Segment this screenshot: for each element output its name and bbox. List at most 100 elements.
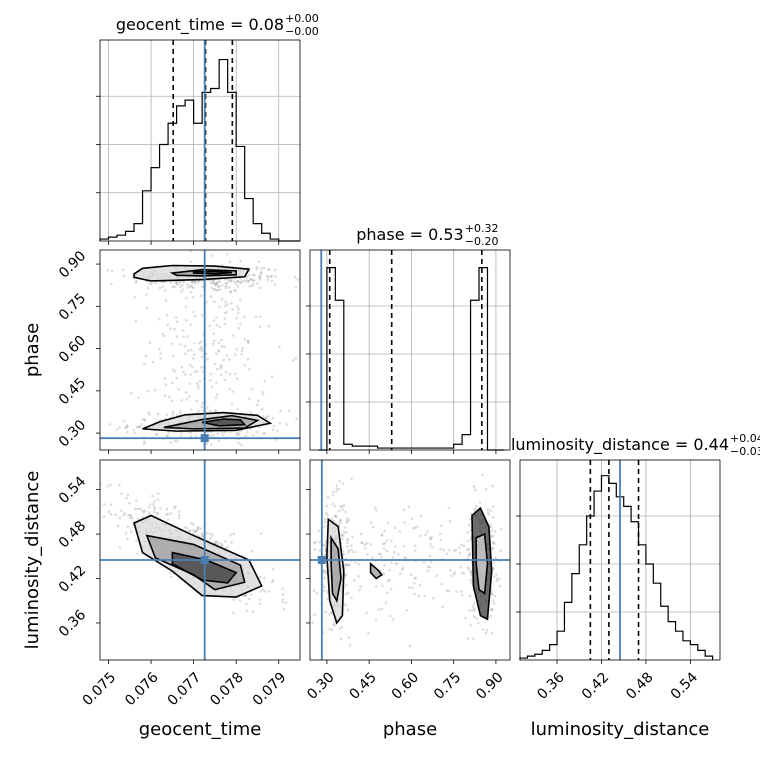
hist-panel-geocent_time: geocent_time = 0.08 +0.00−0.00 (96, 12, 319, 245)
sample-point (236, 279, 240, 283)
sample-point (271, 416, 275, 420)
sample-point (226, 252, 229, 256)
sample-point (171, 412, 175, 416)
sample-point (380, 555, 383, 559)
sample-point (246, 430, 249, 434)
sample-point (198, 379, 202, 383)
sample-point (323, 517, 327, 521)
sample-point (465, 548, 469, 552)
sample-point (236, 377, 239, 381)
sample-point (128, 501, 131, 505)
sample-point (285, 423, 288, 426)
sample-point (245, 279, 249, 282)
sample-point (229, 533, 232, 537)
sample-point (165, 507, 169, 511)
sample-point (234, 282, 237, 286)
density-contour (369, 561, 384, 580)
sample-point (191, 296, 195, 299)
sample-point (230, 280, 233, 283)
sample-point (198, 348, 202, 351)
x-tick-label: 0.60 (389, 669, 422, 702)
sample-point (183, 525, 187, 529)
sample-point (236, 285, 240, 288)
sample-point (349, 544, 353, 548)
sample-point (542, 524, 545, 527)
sample-point (179, 285, 182, 289)
sample-point (182, 335, 185, 339)
sample-point (136, 425, 140, 429)
sample-point (472, 637, 475, 640)
sample-point (472, 485, 476, 488)
sample-point (281, 587, 284, 590)
sample-point (491, 484, 494, 488)
sample-point (231, 308, 235, 311)
sample-point (419, 514, 423, 518)
sample-point (163, 394, 167, 397)
sample-point (383, 529, 386, 533)
sample-point (184, 391, 188, 394)
sample-point (462, 544, 466, 548)
sample-point (400, 568, 404, 572)
sample-point (102, 515, 106, 519)
sample-point (158, 347, 161, 351)
sample-point (386, 521, 390, 525)
sample-point (342, 553, 346, 556)
sample-point (180, 290, 183, 294)
sample-point (330, 517, 334, 520)
sample-point (366, 553, 369, 556)
sample-point (267, 267, 271, 271)
sample-point (106, 484, 109, 488)
panel-frame (519, 459, 721, 661)
sample-point (325, 504, 328, 508)
sample-point (419, 534, 422, 538)
sample-point (116, 524, 120, 528)
sample-point (149, 282, 152, 286)
sample-point (402, 544, 406, 548)
sample-point (205, 442, 208, 446)
sample-point (224, 546, 227, 550)
sample-point (472, 607, 476, 610)
sample-point (191, 286, 195, 290)
histogram-phase (318, 267, 505, 451)
sample-point (333, 514, 337, 518)
sample-point (246, 340, 250, 344)
sample-point (215, 381, 218, 385)
sample-point (466, 566, 470, 569)
sample-point (449, 568, 452, 572)
sample-point (156, 512, 160, 515)
sample-point (194, 435, 198, 438)
sample-point (148, 341, 152, 344)
sample-point (227, 286, 231, 289)
sample-point (350, 596, 353, 599)
sample-point (450, 574, 453, 578)
sample-point (385, 539, 389, 542)
sample-point (165, 434, 169, 438)
sample-point (176, 413, 179, 417)
sample-point (171, 368, 175, 371)
sample-point (184, 305, 188, 308)
panel-frame (99, 249, 301, 451)
sample-point (337, 509, 341, 513)
sample-point (260, 407, 264, 411)
title-upper-error: +0.04 (730, 432, 760, 445)
sample-point (148, 413, 151, 416)
sample-point (214, 283, 217, 287)
title-upper-error: +0.00 (285, 12, 319, 25)
sample-point (492, 602, 496, 605)
sample-point (413, 544, 417, 548)
sample-point (143, 440, 146, 444)
sample-point (282, 607, 286, 611)
sample-point (313, 613, 316, 616)
sample-point (199, 527, 203, 530)
sample-point (333, 624, 336, 627)
sample-point (491, 541, 494, 544)
sample-point (293, 275, 297, 279)
sample-point (345, 520, 348, 524)
x-tick-label: 0.75 (431, 669, 464, 702)
sample-point (258, 575, 262, 579)
sample-point (189, 284, 193, 288)
sample-point (331, 628, 334, 631)
sample-point (369, 521, 373, 524)
sample-point (418, 584, 422, 587)
sample-point (209, 295, 213, 298)
